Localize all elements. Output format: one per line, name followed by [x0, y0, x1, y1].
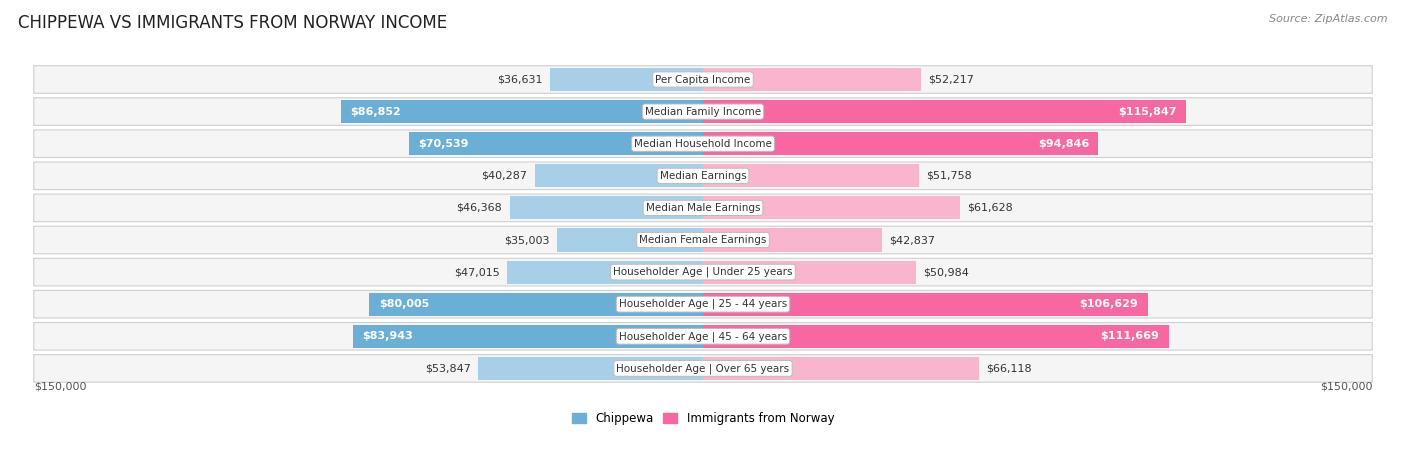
Bar [703, 68, 921, 91]
Bar [703, 293, 1147, 316]
Bar [703, 325, 1168, 348]
Text: $106,629: $106,629 [1080, 299, 1139, 309]
Text: Householder Age | 45 - 64 years: Householder Age | 45 - 64 years [619, 331, 787, 341]
Text: Median Household Income: Median Household Income [634, 139, 772, 149]
Text: $47,015: $47,015 [454, 267, 499, 277]
Text: $42,837: $42,837 [889, 235, 935, 245]
Bar [370, 293, 703, 316]
Bar [703, 228, 882, 252]
Text: $111,669: $111,669 [1101, 331, 1159, 341]
Text: Median Family Income: Median Family Income [645, 106, 761, 117]
Bar [703, 100, 1187, 123]
FancyBboxPatch shape [34, 226, 1372, 254]
Bar [703, 261, 915, 283]
Text: $46,368: $46,368 [457, 203, 502, 213]
Text: $35,003: $35,003 [503, 235, 550, 245]
Bar [353, 325, 703, 348]
Text: Median Female Earnings: Median Female Earnings [640, 235, 766, 245]
FancyBboxPatch shape [34, 323, 1372, 350]
Text: $36,631: $36,631 [498, 75, 543, 85]
Text: $86,852: $86,852 [350, 106, 401, 117]
Text: Median Male Earnings: Median Male Earnings [645, 203, 761, 213]
Text: $66,118: $66,118 [986, 363, 1032, 374]
FancyBboxPatch shape [34, 98, 1372, 126]
Bar [409, 132, 703, 155]
Bar [509, 196, 703, 219]
FancyBboxPatch shape [34, 130, 1372, 157]
Bar [536, 164, 703, 187]
Bar [508, 261, 703, 283]
Text: $51,758: $51,758 [927, 171, 972, 181]
Text: $53,847: $53,847 [425, 363, 471, 374]
Bar [703, 196, 960, 219]
Text: Householder Age | 25 - 44 years: Householder Age | 25 - 44 years [619, 299, 787, 310]
FancyBboxPatch shape [34, 66, 1372, 93]
Text: Per Capita Income: Per Capita Income [655, 75, 751, 85]
Text: Householder Age | Under 25 years: Householder Age | Under 25 years [613, 267, 793, 277]
FancyBboxPatch shape [34, 258, 1372, 286]
FancyBboxPatch shape [34, 162, 1372, 190]
Text: $83,943: $83,943 [363, 331, 413, 341]
FancyBboxPatch shape [34, 194, 1372, 222]
Text: $70,539: $70,539 [418, 139, 468, 149]
FancyBboxPatch shape [34, 354, 1372, 382]
Text: Median Earnings: Median Earnings [659, 171, 747, 181]
Bar [703, 357, 979, 380]
Bar [340, 100, 703, 123]
Text: $150,000: $150,000 [1320, 382, 1372, 391]
Bar [703, 132, 1098, 155]
Text: $115,847: $115,847 [1118, 106, 1177, 117]
Text: $61,628: $61,628 [967, 203, 1014, 213]
Text: $52,217: $52,217 [928, 75, 974, 85]
Text: $150,000: $150,000 [34, 382, 86, 391]
Bar [557, 228, 703, 252]
Text: CHIPPEWA VS IMMIGRANTS FROM NORWAY INCOME: CHIPPEWA VS IMMIGRANTS FROM NORWAY INCOM… [18, 14, 447, 32]
Bar [550, 68, 703, 91]
Bar [703, 164, 918, 187]
Text: Source: ZipAtlas.com: Source: ZipAtlas.com [1270, 14, 1388, 24]
Text: $80,005: $80,005 [378, 299, 429, 309]
Bar [478, 357, 703, 380]
Text: $50,984: $50,984 [924, 267, 969, 277]
Text: $40,287: $40,287 [481, 171, 527, 181]
Legend: Chippewa, Immigrants from Norway: Chippewa, Immigrants from Norway [567, 408, 839, 430]
Text: Householder Age | Over 65 years: Householder Age | Over 65 years [616, 363, 790, 374]
FancyBboxPatch shape [34, 290, 1372, 318]
Text: $94,846: $94,846 [1038, 139, 1090, 149]
